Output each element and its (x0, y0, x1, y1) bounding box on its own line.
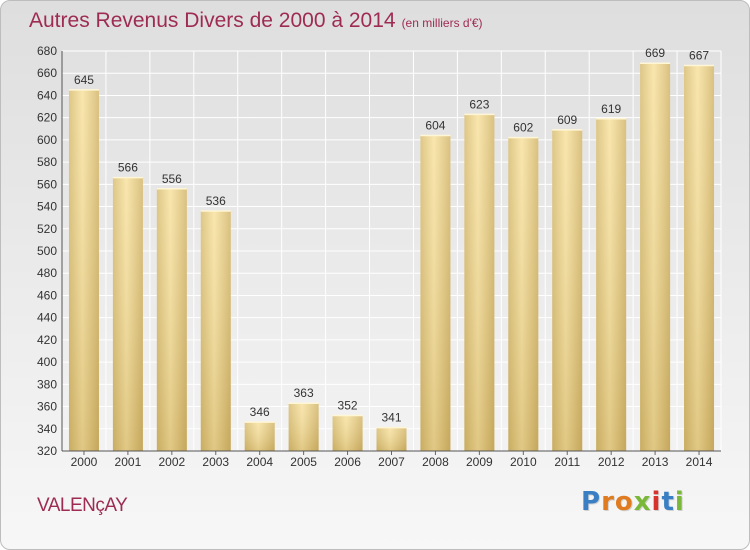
y-tick-label: 560 (37, 177, 57, 191)
bar-value-label: 623 (469, 97, 489, 111)
y-tick-label: 580 (37, 155, 57, 169)
logo-letter: r (601, 487, 615, 517)
bar-value-label: 667 (689, 48, 709, 62)
chart-title: Autres Revenus Divers de 2000 à 2014 (en … (29, 9, 483, 33)
y-tick-label: 480 (37, 266, 57, 280)
bar-value-label: 346 (250, 405, 270, 419)
logo-letter: o (614, 487, 634, 517)
x-tick-label: 2000 (71, 455, 98, 469)
bar-value-label: 619 (601, 102, 621, 116)
bar-shade (464, 114, 495, 451)
bar-shade (332, 415, 363, 451)
bar-shade (112, 177, 143, 451)
y-tick-label: 620 (37, 111, 57, 125)
y-tick-label: 380 (37, 377, 57, 391)
town-name: VALENçAY (37, 495, 128, 516)
y-tick-label: 360 (37, 400, 57, 414)
logo-letter: i (651, 487, 662, 517)
bar-value-label: 341 (381, 411, 401, 425)
x-tick-label: 2006 (334, 455, 361, 469)
bar-shade (200, 211, 231, 451)
x-tick-label: 2013 (642, 455, 669, 469)
bar-value-label: 556 (162, 172, 182, 186)
logo-letter: P (581, 487, 602, 517)
x-tick-label: 2001 (115, 455, 142, 469)
bar-value-label: 352 (338, 398, 358, 412)
bar-shade (684, 65, 715, 451)
proxiti-logo[interactable]: Proxiti (581, 487, 685, 517)
bar-value-label: 536 (206, 194, 226, 208)
y-tick-label: 600 (37, 133, 57, 147)
x-tick-label: 2007 (378, 455, 405, 469)
x-tick-label: 2011 (554, 455, 580, 469)
y-tick-label: 400 (37, 355, 57, 369)
y-tick-label: 660 (37, 66, 57, 80)
y-tick-label: 540 (37, 200, 57, 214)
x-tick-label: 2002 (158, 455, 185, 469)
axes: 320 340 360 380 400 420 440 460 480 500 520 540 560 5… (37, 44, 721, 469)
y-tick-label: 680 (37, 44, 57, 58)
y-tick-label: 340 (37, 422, 57, 436)
logo-letter: x (633, 487, 652, 517)
bar-shade (596, 118, 627, 452)
x-tick-label: 2010 (510, 455, 537, 469)
bar-shade (420, 135, 451, 451)
bar-shade (640, 63, 671, 451)
y-tick-label: 440 (37, 311, 57, 325)
bar-value-label: 566 (118, 161, 138, 175)
chart-subtitle: (en milliers d'€) (401, 16, 483, 30)
bar-value-label: 604 (425, 118, 445, 132)
x-tick-label: 2014 (686, 455, 713, 469)
title-text: Autres Revenus Divers de 2000 à 2014 (29, 9, 396, 32)
y-tick-label: 520 (37, 222, 57, 236)
y-tick-label: 640 (37, 88, 57, 102)
bar-value-label: 602 (513, 121, 533, 135)
bar-shade (376, 427, 407, 451)
bar-shade (244, 422, 275, 451)
y-tick-label: 420 (37, 333, 57, 347)
bar-shade (68, 89, 99, 451)
y-tick-label: 320 (37, 444, 57, 458)
bar-value-label: 363 (294, 386, 314, 400)
x-tick-label: 2009 (466, 455, 493, 469)
x-tick-label: 2008 (422, 455, 449, 469)
y-tick-label: 460 (37, 288, 57, 302)
logo-letter: i (674, 487, 685, 517)
bar-shade (552, 129, 583, 451)
bars: 645 566 556 536 346 363 352 341 604 623 602 609 619 6… (68, 46, 715, 452)
y-tick-label: 500 (37, 244, 57, 258)
x-tick-label: 2005 (290, 455, 317, 469)
bar-value-label: 669 (645, 46, 665, 60)
x-tick-label: 2012 (598, 455, 625, 469)
bar-shade (156, 188, 187, 451)
bar-value-label: 645 (74, 73, 94, 87)
bar-shade (508, 137, 539, 451)
x-tick-label: 2004 (246, 455, 273, 469)
bar-value-label: 609 (557, 113, 577, 127)
logo-letter: t (661, 487, 675, 517)
bar-shade (288, 403, 319, 451)
x-tick-label: 2003 (202, 455, 229, 469)
